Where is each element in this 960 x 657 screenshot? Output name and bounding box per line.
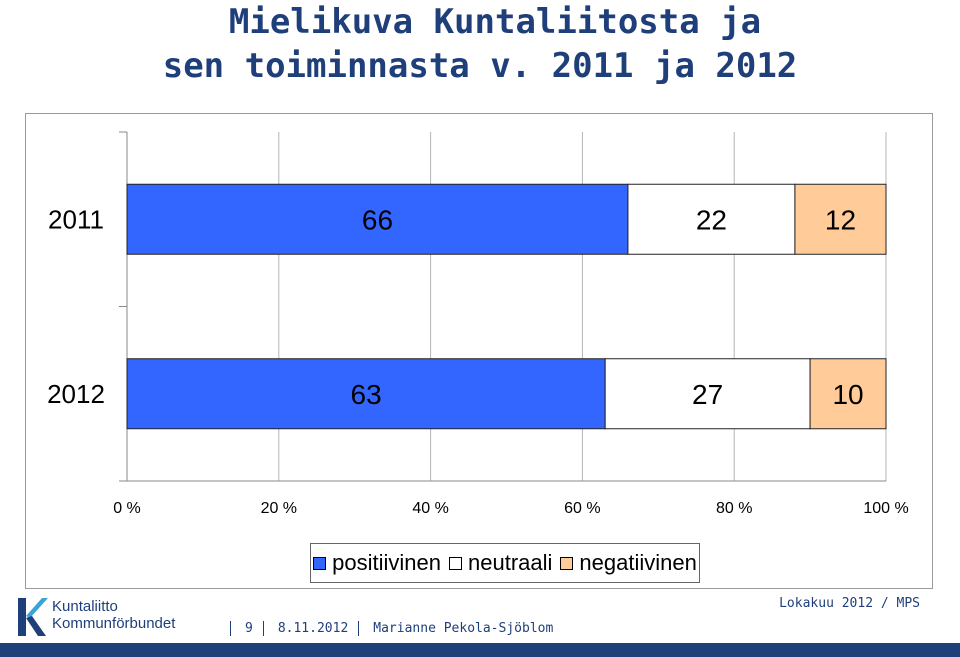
footer-right-text: Lokakuu 2012 / MPS bbox=[779, 596, 920, 611]
chart-legend: positiivinen neutraali negatiivinen bbox=[310, 543, 700, 583]
legend-swatch-neutral bbox=[449, 556, 462, 570]
logo-text: Kuntaliitto Kommunförbundet bbox=[52, 598, 175, 632]
stacked-bar-chart: 0 % 20 % 40 % 60 % 80 % 100 % 2011 66 22 12 2012 63… bbox=[47, 131, 909, 517]
legend-swatch-positive bbox=[313, 556, 327, 570]
legend-label-negative: negatiivinen bbox=[579, 550, 697, 575]
footer-author: Marianne Pekola-Sjöblom bbox=[358, 621, 563, 636]
footer-date: 8.11.2012 bbox=[262, 621, 358, 636]
legend-item-negative: negatiivinen bbox=[560, 550, 697, 576]
kuntaliitto-logo: Kuntaliitto Kommunförbundet bbox=[16, 596, 206, 640]
logo-line-1: Kuntaliitto bbox=[52, 598, 118, 615]
slide-title: Mielikuva Kuntaliitosta ja sen toiminnas… bbox=[0, 0, 960, 88]
bottom-bar bbox=[0, 643, 960, 657]
title-line-1: Mielikuva Kuntaliitosta ja bbox=[228, 2, 762, 42]
data-label: 12 bbox=[825, 204, 856, 235]
logo-mark-icon bbox=[18, 598, 48, 636]
x-tick-label: 40 % bbox=[412, 500, 448, 517]
bar-segment bbox=[126, 183, 629, 255]
footer-info: 9 8.11.2012 Marianne Pekola-Sjöblom bbox=[230, 621, 563, 636]
bar-segment bbox=[126, 358, 606, 430]
bar-segment bbox=[809, 358, 887, 430]
legend-label-positive: positiivinen bbox=[332, 550, 441, 575]
x-tick-label: 60 % bbox=[564, 500, 600, 517]
category-label: 2012 bbox=[47, 379, 105, 409]
x-tick-label: 0 % bbox=[113, 500, 141, 517]
bar-segment bbox=[627, 183, 796, 255]
data-label: 66 bbox=[362, 204, 393, 235]
data-label: 63 bbox=[351, 379, 382, 410]
data-label: 22 bbox=[696, 204, 727, 235]
legend-item-positive: positiivinen bbox=[313, 550, 441, 576]
x-tick-label: 20 % bbox=[261, 500, 297, 517]
title-line-2: sen toiminnasta v. 2011 ja 2012 bbox=[162, 46, 798, 86]
chart-area: 0 % 20 % 40 % 60 % 80 % 100 % 2011 66 22 12 2012 63… bbox=[25, 113, 933, 589]
data-label: 27 bbox=[692, 379, 723, 410]
x-tick-label: 80 % bbox=[716, 500, 752, 517]
x-tick-label: 100 % bbox=[863, 500, 908, 517]
legend-item-neutral: neutraali bbox=[449, 550, 552, 576]
category-label: 2011 bbox=[48, 204, 104, 234]
legend-swatch-negative bbox=[560, 556, 574, 570]
bar-segment bbox=[604, 358, 811, 430]
page-number: 9 bbox=[230, 621, 263, 636]
logo-line-2: Kommunförbundet bbox=[52, 615, 176, 632]
legend-label-neutral: neutraali bbox=[468, 550, 553, 575]
bar-segment bbox=[794, 183, 887, 255]
data-label: 10 bbox=[832, 379, 863, 410]
